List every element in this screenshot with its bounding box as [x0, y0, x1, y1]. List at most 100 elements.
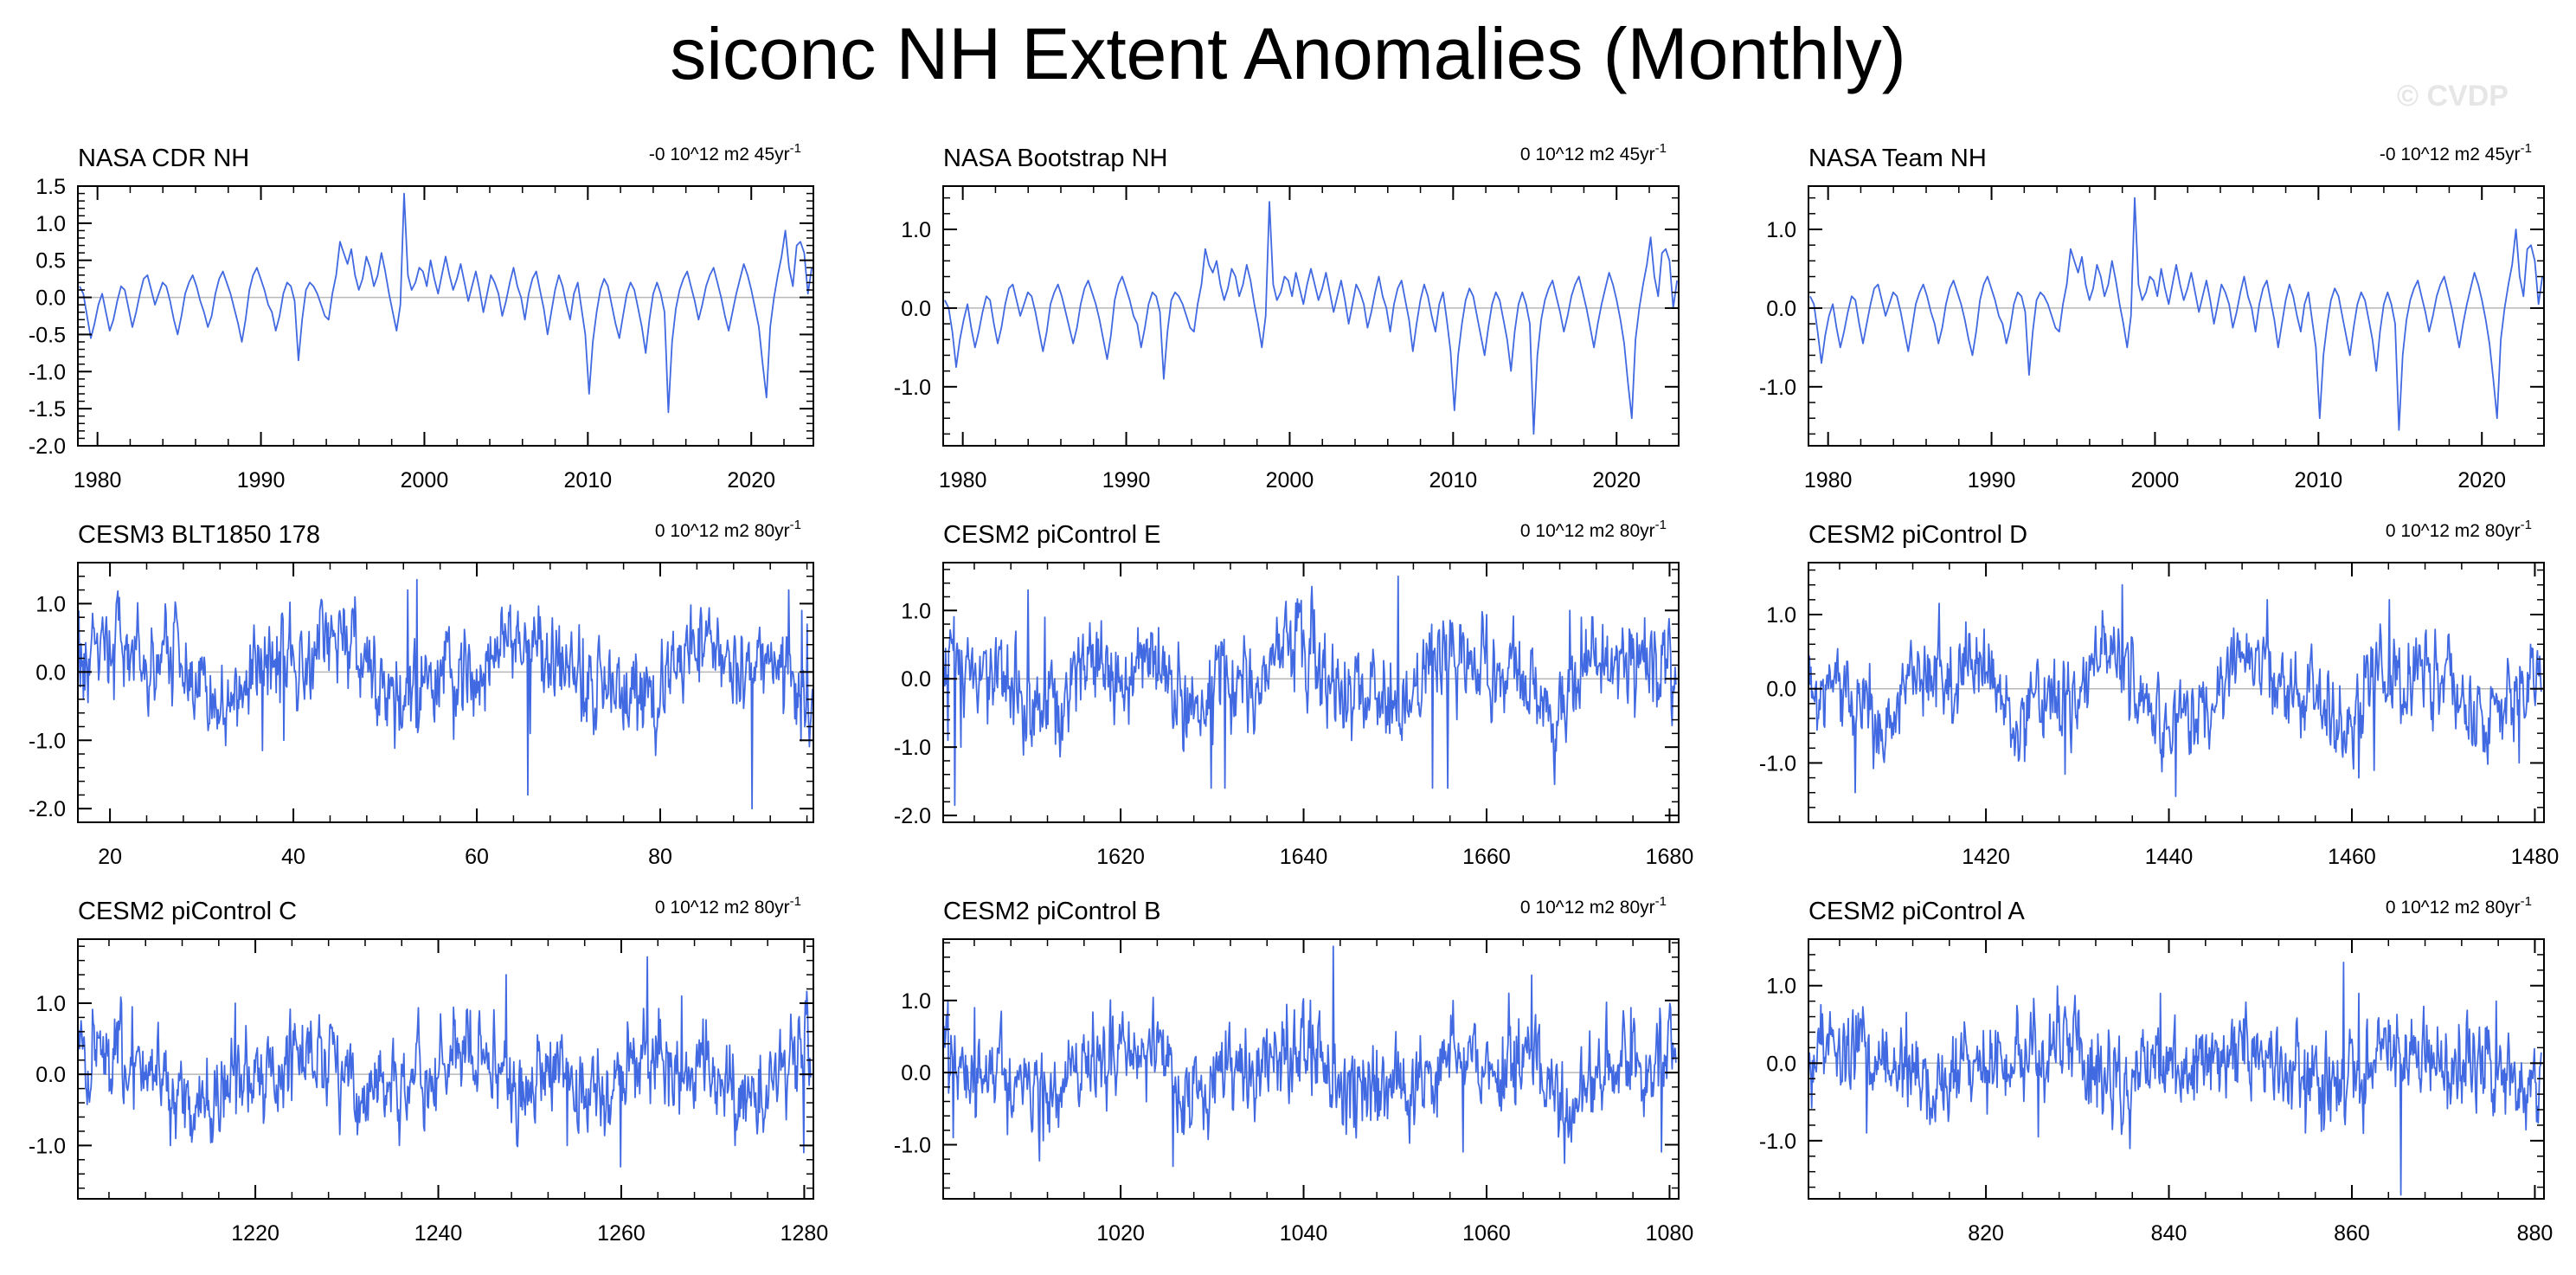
x-tick-label: 1020 — [1096, 1221, 1145, 1246]
panel-title: CESM2 piControl E — [943, 521, 1160, 549]
plot-frame — [1808, 185, 2545, 447]
trend-label: 0 10^12 m2 80yr-1 — [2386, 518, 2532, 541]
x-tick-label: 1440 — [2145, 845, 2194, 869]
series-line-cesm2-picontrol-d — [1808, 583, 2542, 797]
series-line-cesm2-picontrol-c — [78, 956, 812, 1168]
series-line-nasa-cdr-nh — [79, 192, 813, 414]
y-tick-label: 1.0 — [901, 989, 931, 1014]
x-tick-label: 1620 — [1096, 845, 1145, 869]
panel-cesm3-blt1850-178: 1.0 0.0 -1.0 -2.0 20 40 60 80 CESM3 BLT1850 178 0… — [29, 518, 814, 869]
x-tick-label: 1680 — [1646, 845, 1694, 869]
x-tick-label: 2010 — [564, 468, 613, 493]
x-tick-label: 40 — [281, 845, 305, 869]
x-tick-label: 1990 — [1102, 468, 1151, 493]
panel-title: CESM3 BLT1850 178 — [78, 521, 320, 549]
x-tick-label: 2000 — [2131, 468, 2180, 493]
trend-label: 0 10^12 m2 80yr-1 — [655, 894, 801, 918]
series-line-cesm2-picontrol-b — [943, 945, 1677, 1168]
x-tick-label: 1080 — [1646, 1221, 1694, 1246]
y-tick-label: 1.0 — [1766, 603, 1796, 628]
series-line-cesm2-picontrol-a — [1808, 962, 2542, 1196]
panel-cesm2-picontrol-c: 1.0 0.0 -1.0 1220 1240 1260 1280 CESM2 piContro… — [29, 894, 828, 1246]
y-tick-label: -0.5 — [29, 323, 66, 347]
x-tick-label: 1660 — [1462, 845, 1511, 869]
y-tick-label: 0.0 — [901, 1061, 931, 1085]
plot-frame — [1808, 938, 2545, 1200]
y-tick-label: 1.0 — [1766, 975, 1796, 999]
trend-label: 0 10^12 m2 80yr-1 — [1520, 894, 1667, 918]
x-tick-label: 860 — [2334, 1221, 2370, 1246]
x-tick-label: 60 — [465, 845, 489, 869]
y-tick-label: 1.0 — [35, 592, 66, 616]
x-tick-label: 20 — [98, 845, 122, 869]
x-tick-label: 2020 — [1592, 468, 1641, 493]
series-line-nasa-bootstrap-nh — [944, 201, 1678, 435]
y-tick-label: 1.5 — [35, 175, 66, 199]
y-tick-label: 0.0 — [901, 297, 931, 321]
plot-frame — [942, 938, 1680, 1200]
y-tick-label: -1.0 — [894, 736, 931, 760]
plot-frame — [77, 938, 814, 1200]
panel-title: CESM2 piControl C — [78, 898, 297, 925]
x-tick-label: 1980 — [939, 468, 987, 493]
x-tick-label: 80 — [648, 845, 672, 869]
x-tick-label: 840 — [2151, 1221, 2187, 1246]
x-tick-label: 2020 — [727, 468, 775, 493]
trend-label: 0 10^12 m2 80yr-1 — [2386, 894, 2532, 918]
panel-cesm2-picontrol-a: 1.0 0.0 -1.0 820 840 860 880 CESM2 piControl A 0… — [1759, 894, 2553, 1246]
y-tick-label: 1.0 — [901, 599, 931, 623]
panel-cesm2-picontrol-b: 1.0 0.0 -1.0 1020 1040 1060 1080 CESM2 piContro… — [894, 894, 1693, 1246]
x-tick-label: 1460 — [2328, 845, 2376, 869]
panel-title: NASA Team NH — [1808, 145, 1987, 172]
x-tick-label: 1640 — [1280, 845, 1328, 869]
x-tick-label: 1280 — [781, 1221, 829, 1246]
series-line-nasa-team-nh — [1809, 196, 2543, 431]
y-tick-label: -1.0 — [894, 1134, 931, 1158]
x-tick-label: 2000 — [1266, 468, 1314, 493]
x-tick-label: 2010 — [1429, 468, 1478, 493]
cvdp-watermark: © CVDP — [2397, 80, 2509, 113]
y-tick-label: 1.0 — [35, 212, 66, 236]
y-tick-label: -1.0 — [1759, 751, 1796, 776]
x-tick-label: 1060 — [1462, 1221, 1511, 1246]
x-tick-label: 1220 — [231, 1221, 279, 1246]
x-tick-label: 820 — [1968, 1221, 2004, 1246]
y-tick-label: 0.0 — [1766, 297, 1796, 321]
panel-title: CESM2 piControl A — [1808, 898, 2025, 925]
panel-cesm2-picontrol-d: 1.0 0.0 -1.0 1420 1440 1460 1480 CESM2 piContro… — [1759, 518, 2559, 869]
x-tick-label: 2010 — [2295, 468, 2343, 493]
y-tick-label: -1.0 — [1759, 376, 1796, 400]
x-tick-label: 1990 — [1968, 468, 2016, 493]
panel-title: CESM2 piControl B — [943, 898, 1160, 925]
y-tick-label: -1.0 — [894, 376, 931, 400]
y-tick-label: 0.5 — [35, 249, 66, 274]
panel-cesm2-picontrol-e: 1.0 0.0 -1.0 -2.0 1620 1640 1660 1680 CESM2 piCo… — [894, 518, 1693, 869]
x-tick-label: 1980 — [74, 468, 122, 493]
y-tick-label: 1.0 — [35, 992, 66, 1016]
x-tick-label: 1040 — [1280, 1221, 1328, 1246]
y-tick-label: 1.0 — [901, 218, 931, 242]
plot-frame — [77, 562, 814, 823]
y-tick-label: 1.0 — [1766, 218, 1796, 242]
y-tick-label: -1.0 — [29, 729, 66, 753]
x-tick-label: 1990 — [237, 468, 286, 493]
y-tick-label: 0.0 — [35, 287, 66, 311]
x-tick-label: 880 — [2517, 1221, 2554, 1246]
panel-title: CESM2 piControl D — [1808, 521, 2027, 549]
y-tick-label: -1.0 — [29, 1134, 66, 1158]
y-tick-label: -1.0 — [29, 360, 66, 384]
panel-title: NASA CDR NH — [78, 145, 249, 172]
x-tick-label: 2020 — [2457, 468, 2506, 493]
y-tick-label: -2.0 — [894, 804, 931, 828]
y-tick-label: 0.0 — [35, 1063, 66, 1087]
plot-frame — [942, 185, 1680, 447]
x-tick-label: 1260 — [597, 1221, 646, 1246]
y-tick-label: -1.0 — [1759, 1130, 1796, 1154]
y-tick-label: -2.0 — [29, 435, 66, 459]
trend-label: 0 10^12 m2 45yr-1 — [1520, 141, 1667, 164]
trend-label: -0 10^12 m2 45yr-1 — [2380, 141, 2532, 164]
plot-frame — [1808, 562, 2545, 823]
plot-frame — [77, 185, 814, 447]
x-tick-label: 1420 — [1962, 845, 2010, 869]
